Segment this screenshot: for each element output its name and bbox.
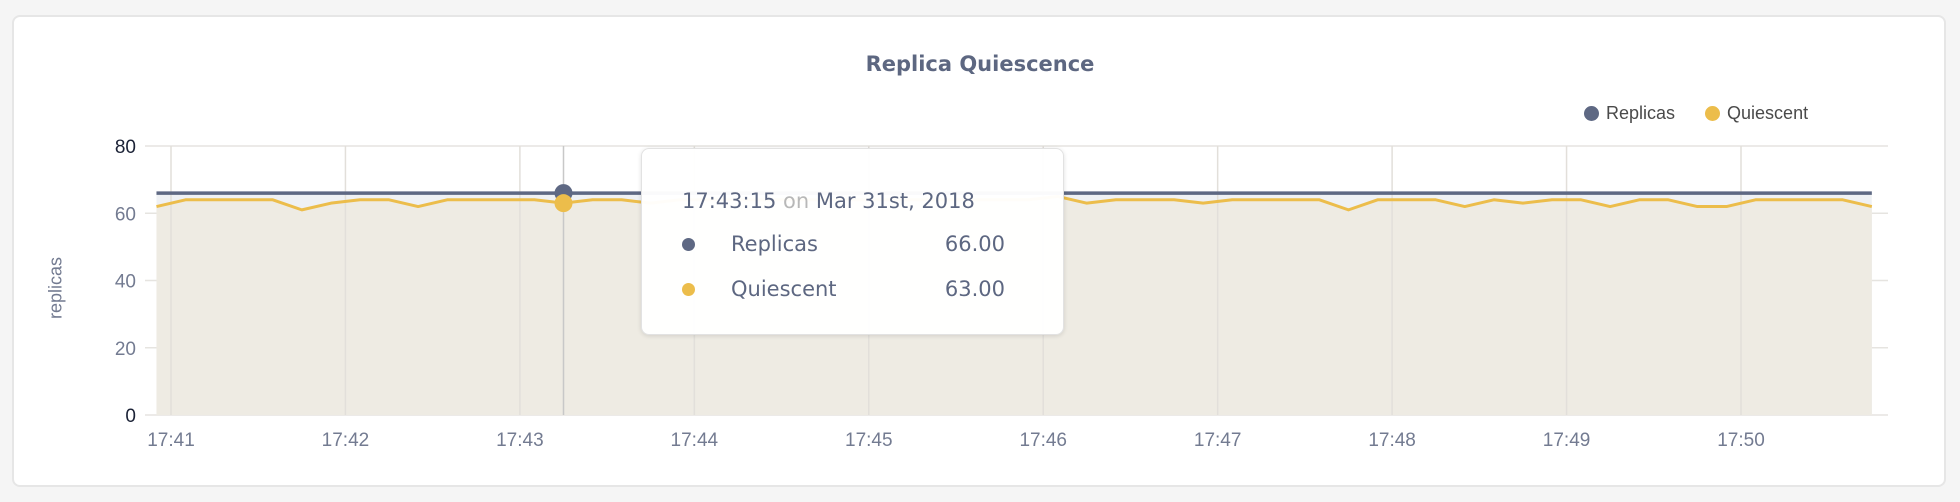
tooltip-row-replicas: Replicas 66.00 (682, 232, 1005, 256)
tooltip-row-label: Quiescent (731, 277, 837, 301)
legend-item-replicas[interactable]: Replicas (1584, 103, 1675, 124)
y-tick-label: 80 (115, 137, 136, 158)
series-dot-icon (682, 237, 695, 251)
x-tick-label: 17:48 (1368, 430, 1416, 451)
x-tick-label: 17:41 (147, 430, 195, 451)
tooltip-header: 17:43:15 on Mar 31st, 2018 (682, 189, 975, 213)
y-tick-label: 20 (115, 339, 136, 360)
x-tick-label: 17:50 (1717, 430, 1765, 451)
x-tick-label: 17:46 (1019, 430, 1067, 451)
x-tick-label: 17:47 (1194, 430, 1242, 451)
tooltip-row-quiescent: Quiescent 63.00 (682, 277, 1005, 301)
y-tick-label: 60 (115, 204, 136, 225)
tooltip-on: on (783, 189, 810, 213)
y-axis-label: replicas (45, 256, 66, 320)
tooltip-row-label: Replicas (731, 232, 818, 256)
chart-title: Replica Quiescence (865, 52, 1095, 76)
y-tick-label: 0 (125, 406, 136, 427)
legend: Replicas Quiescent (1584, 103, 1808, 124)
legend-label: Quiescent (1727, 103, 1809, 123)
x-tick-label: 17:49 (1543, 430, 1591, 451)
x-tick-label: 17:43 (496, 430, 544, 451)
y-tick-label: 40 (115, 272, 136, 293)
legend-dot-icon (1705, 106, 1721, 121)
tooltip: 17:43:15 on Mar 31st, 2018 Replicas 66.0… (641, 148, 1064, 335)
legend-item-quiescent[interactable]: Quiescent (1705, 103, 1808, 124)
x-tick-label: 17:42 (322, 430, 370, 451)
series-dot-icon (682, 282, 695, 296)
tooltip-date: Mar 31st, 2018 (815, 189, 975, 213)
tooltip-row-value: 63.00 (944, 277, 1005, 301)
x-tick-label: 17:45 (845, 430, 893, 451)
hover-point-quiescent (554, 194, 573, 213)
tooltip-row-value: 66.00 (944, 232, 1005, 256)
legend-label: Replicas (1606, 103, 1676, 123)
tooltip-time: 17:43:15 (682, 189, 777, 213)
legend-dot-icon (1584, 106, 1599, 121)
x-tick-label: 17:44 (671, 430, 719, 451)
